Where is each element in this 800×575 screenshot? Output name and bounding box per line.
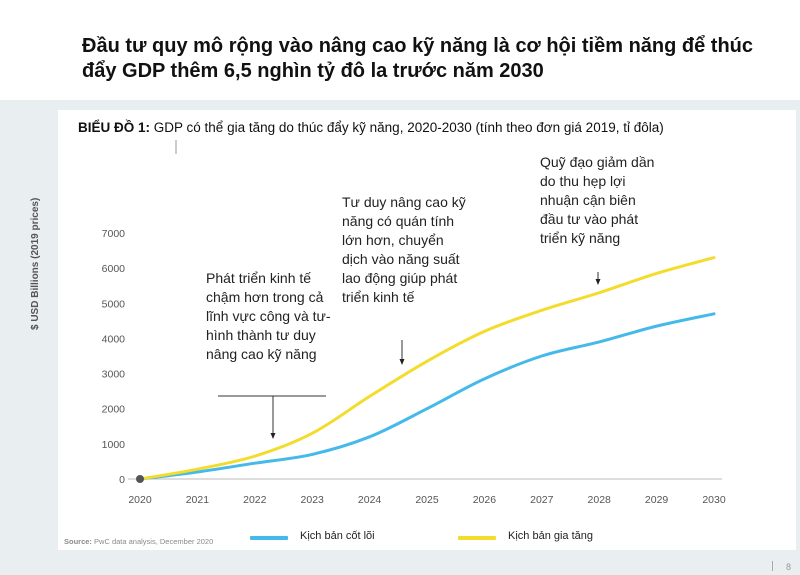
chart-card — [58, 110, 796, 550]
y-tick-label-3: 3000 — [102, 369, 126, 381]
chart-number-label: BIỂU ĐỒ 1: — [78, 120, 151, 135]
y-tick-label-5: 5000 — [102, 298, 126, 310]
source-note: Source: PwC data analysis, December 2020 — [64, 537, 213, 546]
series-core-line — [138, 312, 716, 481]
annotation-inertia: Tư duy nâng cao kỹ năng có quán tính lớn… — [336, 190, 476, 310]
page-headline: Đầu tư quy mô rộng vào nâng cao kỹ năng … — [82, 35, 754, 82]
chart-title: GDP có thể gia tăng do thúc đẩy kỹ năng,… — [153, 120, 664, 135]
x-tick-label-10: 2030 — [702, 494, 726, 506]
legend-label-core: Kịch bản cốt lõi — [300, 530, 375, 542]
x-tick-label-1: 2021 — [186, 494, 210, 506]
x-tick-label-9: 2029 — [645, 494, 669, 506]
annotation-marker-2 — [595, 279, 601, 285]
x-tick-label-2: 2022 — [243, 494, 267, 506]
source-prefix: Source: — [64, 537, 92, 546]
x-tick-label-6: 2026 — [473, 494, 497, 506]
y-tick-label-2: 2000 — [102, 404, 126, 416]
x-tick-label-3: 2023 — [301, 494, 325, 506]
annotation-slow-growth: Phát triển kinh tế chậm hơn trong cả lĩn… — [200, 266, 348, 367]
y-tick-label-6: 6000 — [102, 263, 126, 275]
annotation-diminishing: Quỹ đạo giảm dần do thu hẹp lợi nhuận cậ… — [534, 150, 662, 251]
y-tick-label-7: 7000 — [102, 228, 126, 240]
legend-swatch-core — [250, 536, 288, 540]
legend-label-accelerated: Kịch bản gia tăng — [508, 530, 594, 542]
page-number: 8 — [786, 562, 792, 572]
y-tick-label-4: 4000 — [102, 333, 126, 345]
series-accelerated-line — [138, 256, 716, 481]
x-tick-label-7: 2027 — [530, 494, 554, 506]
annotation-marker-1 — [399, 359, 405, 365]
x-tick-label-4: 2024 — [358, 494, 382, 506]
page-divider — [772, 561, 773, 571]
x-tick-label-5: 2025 — [415, 494, 439, 506]
annotation-marker-0 — [270, 433, 276, 439]
origin-point — [136, 475, 144, 483]
legend-swatch-accelerated — [458, 536, 496, 540]
y-tick-label-1: 1000 — [102, 439, 126, 451]
chart-subtitle: BIỂU ĐỒ 1: GDP có thể gia tăng do thúc đ… — [78, 120, 788, 135]
y-tick-label-0: 0 — [119, 474, 125, 486]
source-text: PwC data analysis, December 2020 — [94, 537, 214, 546]
x-tick-label-8: 2028 — [588, 494, 612, 506]
x-tick-label-0: 2020 — [128, 494, 152, 506]
